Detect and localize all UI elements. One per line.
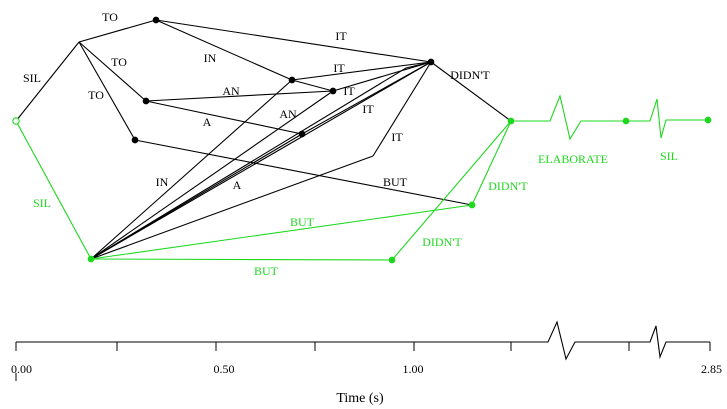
edge-label: IN (156, 175, 169, 189)
lattice-node (427, 58, 435, 66)
edge-label: TO (88, 88, 104, 102)
edge-label: IN (204, 51, 217, 65)
lattice-node (288, 76, 296, 84)
lattice-edge (15, 120, 92, 260)
lattice-node (622, 117, 630, 125)
lattice-edges (15, 19, 708, 261)
lattice-node (142, 97, 150, 105)
lattice-node (329, 87, 337, 95)
lattice-edge (78, 41, 136, 141)
edge-label: A (203, 115, 212, 129)
edge-label: IT (391, 130, 403, 144)
edge-label: BUT (290, 215, 315, 229)
lattice-edge (90, 155, 374, 260)
lattice-edge (90, 90, 334, 260)
lattice-node (152, 16, 160, 24)
edge-label: SIL (33, 196, 51, 210)
time-axis-tick-label: 2.85 (701, 362, 722, 376)
lattice-edge (511, 94, 626, 141)
edge-label: IT (343, 84, 355, 98)
lattice-edge (15, 41, 80, 122)
time-axis: Time (s) 0.00 0.50 1.00 2.85 (11, 320, 722, 406)
lattice-edge (430, 61, 512, 122)
lattice-node (12, 117, 20, 125)
lattice-edge (78, 19, 157, 43)
edge-label: SIL (23, 71, 41, 85)
time-axis-tick-label: 0.00 (11, 362, 32, 376)
edge-label: TO (111, 55, 127, 69)
lattice-node (131, 136, 139, 144)
lattice-edge (90, 204, 473, 260)
lattice-node (468, 201, 476, 209)
lattice-edge (291, 79, 334, 92)
edge-label: IT (362, 102, 374, 116)
edge-label: DIDN'T (488, 179, 528, 193)
lattice-edge (90, 61, 432, 260)
lattice-edge (134, 139, 473, 206)
edge-label: AN (222, 84, 240, 98)
lattice-edge (90, 258, 393, 261)
lattice-edge (155, 19, 293, 81)
time-axis-title: Time (s) (336, 391, 384, 406)
lattice-edge (90, 79, 293, 260)
lattice-edge (145, 100, 303, 135)
lattice-node (298, 130, 306, 138)
time-axis-tick-label: 0.50 (214, 362, 235, 376)
lattice-edge-labels: SIL TO TO TO IN IT AN A BUT IT AN IT IT IT DIDN'T IN A SI… (23, 10, 678, 278)
lattice-node (704, 116, 712, 124)
lattice-nodes (12, 16, 712, 264)
lattice-edge (471, 120, 512, 206)
lattice-edge (291, 61, 432, 81)
time-axis-line (16, 320, 710, 361)
edge-label: DIDN'T (450, 68, 490, 82)
lattice-edge (626, 98, 708, 139)
lattice-edge (145, 90, 334, 102)
lattice-node (507, 117, 515, 125)
time-axis-tick-label: 1.00 (403, 362, 424, 376)
edge-label: IT (335, 29, 347, 43)
lattice-edge (332, 61, 432, 92)
edge-label: BUT (254, 264, 279, 278)
lattice-edge (78, 41, 147, 102)
edge-label: AN (279, 107, 297, 121)
lattice-edge (372, 61, 432, 157)
lattice-edge (90, 61, 432, 260)
lattice-edge (155, 19, 432, 63)
edge-label: ELABORATE (538, 152, 608, 166)
lattice-node (388, 256, 396, 264)
lattice-node (87, 255, 95, 263)
edge-label: BUT (383, 175, 408, 189)
edge-label: SIL (660, 149, 678, 163)
edge-label: IT (333, 61, 345, 75)
edge-label: TO (102, 10, 118, 24)
edge-label: A (233, 178, 242, 192)
edge-label: DIDN'T (422, 235, 462, 249)
lattice-edge (391, 120, 512, 261)
